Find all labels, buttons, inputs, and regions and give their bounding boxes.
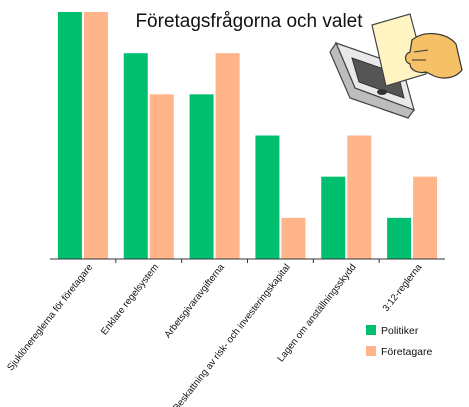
bar-politiker-2: [189, 94, 214, 259]
bar-politiker-3: [255, 135, 280, 259]
bar-politiker-1: [123, 53, 148, 259]
chart-title: Företagsfrågorna och valet: [135, 11, 363, 32]
bar-foretagare-2: [215, 53, 240, 259]
ballot-box-icon: [329, 13, 463, 119]
legend-swatch-0: [366, 325, 376, 335]
bar-foretagare-5: [413, 176, 438, 259]
x-tick-label-4: Lagen om anställningsskydd: [275, 262, 358, 364]
x-tick-label-1: Enklare regelsystem: [99, 262, 161, 337]
x-axis-tick-labels: Sjuklönereglerna för företagare Enklare r…: [5, 262, 425, 407]
bar-foretagare-4: [347, 135, 372, 259]
bar-foretagare-0: [83, 12, 108, 259]
legend-swatch-1: [366, 346, 376, 356]
legend-label-0: Politiker: [381, 325, 419, 337]
bar-series: [57, 12, 438, 259]
bar-politiker-4: [321, 176, 346, 259]
legend: Politiker Företagare: [366, 325, 433, 358]
legend-label-1: Företagare: [381, 346, 433, 358]
bar-politiker-5: [387, 217, 412, 259]
bar-foretagare-3: [281, 217, 306, 259]
x-axis-ticks: [115, 259, 380, 263]
x-tick-label-2: Arbetsgivaravgifterna: [162, 262, 227, 341]
x-tick-label-0: Sjuklönereglerna för företagare: [5, 262, 95, 373]
bar-politiker-0: [57, 12, 82, 259]
x-tick-label-5: 3:12-reglerna: [381, 262, 425, 314]
bar-foretagare-1: [149, 94, 174, 259]
x-tick-label-3: Beskattning av risk- och investeringskap…: [171, 262, 293, 407]
